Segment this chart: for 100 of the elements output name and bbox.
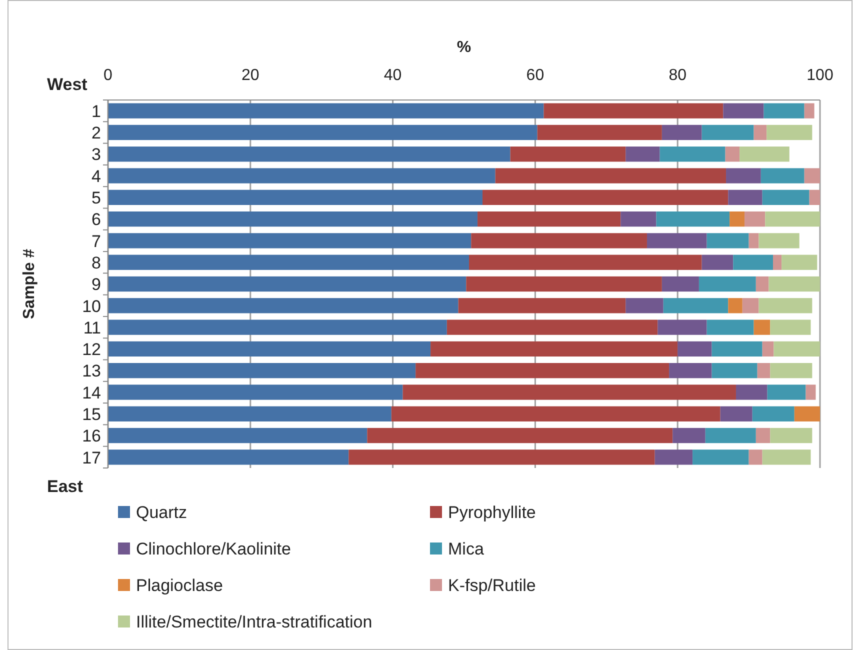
bar: [430, 341, 678, 357]
bar: [658, 320, 707, 335]
bar: [762, 190, 810, 205]
x-tick-label: 0: [104, 67, 113, 84]
bar: [108, 298, 458, 314]
bar: [756, 276, 769, 292]
bar: [446, 320, 658, 335]
bar: [770, 320, 811, 335]
bar: [391, 406, 720, 422]
bar: [663, 298, 728, 314]
text: West: [47, 75, 88, 94]
bar: [672, 428, 706, 444]
legend-label: Illite/Smectite/Intra-stratification: [136, 612, 372, 632]
bar: [748, 450, 762, 465]
y-tick-label: 12: [82, 340, 101, 360]
x-tick-label: 60: [526, 67, 544, 84]
x-tick-label: 100: [806, 67, 834, 84]
bar: [108, 190, 483, 205]
bar: [752, 406, 794, 422]
x-tick-label: 40: [384, 67, 402, 84]
bar: [773, 254, 782, 270]
bar: [108, 211, 478, 227]
legend-label: Quartz: [136, 503, 188, 522]
bar: [108, 276, 466, 292]
x-axis-title: %: [456, 39, 472, 56]
bar: [756, 428, 770, 444]
bar: [662, 276, 699, 292]
legend-label: Clinochlore/Kaolinite: [136, 540, 291, 559]
bar: [108, 384, 403, 400]
bar: [706, 233, 749, 248]
bar: [794, 406, 820, 422]
bar: [758, 233, 800, 248]
y-tick-label: 17: [82, 448, 101, 468]
y-tick-label: 7: [92, 232, 101, 251]
bar: [706, 320, 754, 335]
bar: [758, 298, 812, 314]
y-tick-label: 3: [92, 145, 101, 164]
y-axis-title: Sample #: [21, 248, 38, 320]
legend-label: Pyrophyllite: [448, 503, 536, 522]
bar: [660, 146, 726, 162]
y-tick-label: 15: [82, 405, 101, 424]
bar: [495, 168, 726, 184]
y-tick-label: 16: [82, 426, 101, 446]
y-tick-label: 14: [82, 383, 101, 402]
bar: [678, 341, 712, 357]
bar: [416, 363, 670, 378]
y-tick-label: 13: [82, 362, 101, 381]
legend-label: Mica: [448, 540, 484, 559]
bar: [108, 168, 496, 184]
bar: [712, 341, 762, 357]
bar: [698, 276, 756, 292]
bar: [748, 233, 759, 248]
bar: [754, 320, 770, 335]
bar: [744, 211, 766, 227]
y-tick-label: 5: [92, 188, 101, 208]
bar: [108, 450, 349, 465]
y-tick-label: 6: [92, 210, 101, 230]
bar: [692, 450, 749, 465]
bar: [770, 428, 812, 444]
bar: [740, 146, 790, 162]
x-tick-label: 20: [242, 67, 260, 84]
bar: [809, 190, 820, 205]
bar: [762, 450, 811, 465]
bar: [478, 211, 621, 227]
y-tick-label: 2: [92, 124, 101, 143]
bar: [702, 254, 734, 270]
bar: [662, 124, 702, 140]
bar: [705, 428, 756, 444]
bar: [537, 124, 662, 140]
bar: [468, 254, 702, 270]
bar: [656, 211, 730, 227]
bar: [544, 103, 724, 118]
y-tick-label: 11: [83, 318, 101, 338]
bar: [620, 211, 656, 227]
bar: [733, 254, 774, 270]
bar: [626, 146, 660, 162]
y-tick-label: 4: [92, 166, 101, 186]
bar: [702, 124, 754, 140]
x-tick-label: 80: [668, 67, 687, 84]
bar: [754, 124, 767, 140]
bar: [723, 103, 764, 118]
bar: [736, 384, 768, 400]
bar: [669, 363, 712, 378]
bar: [108, 320, 447, 335]
bar: [730, 211, 745, 227]
bar: [767, 384, 806, 400]
bar: [806, 384, 816, 400]
bar: [728, 190, 762, 205]
y-tick-label: 10: [82, 296, 101, 316]
bar: [774, 341, 820, 357]
bar: [108, 428, 368, 444]
bar: [510, 146, 626, 162]
bar: [466, 276, 662, 292]
bar: [108, 103, 544, 118]
text: East: [47, 477, 84, 496]
bar: [402, 384, 736, 400]
bar: [108, 146, 510, 162]
legend-label: K-fsp/Rutile: [448, 576, 536, 596]
bar: [804, 168, 820, 184]
y-tick-label: 8: [92, 253, 101, 272]
